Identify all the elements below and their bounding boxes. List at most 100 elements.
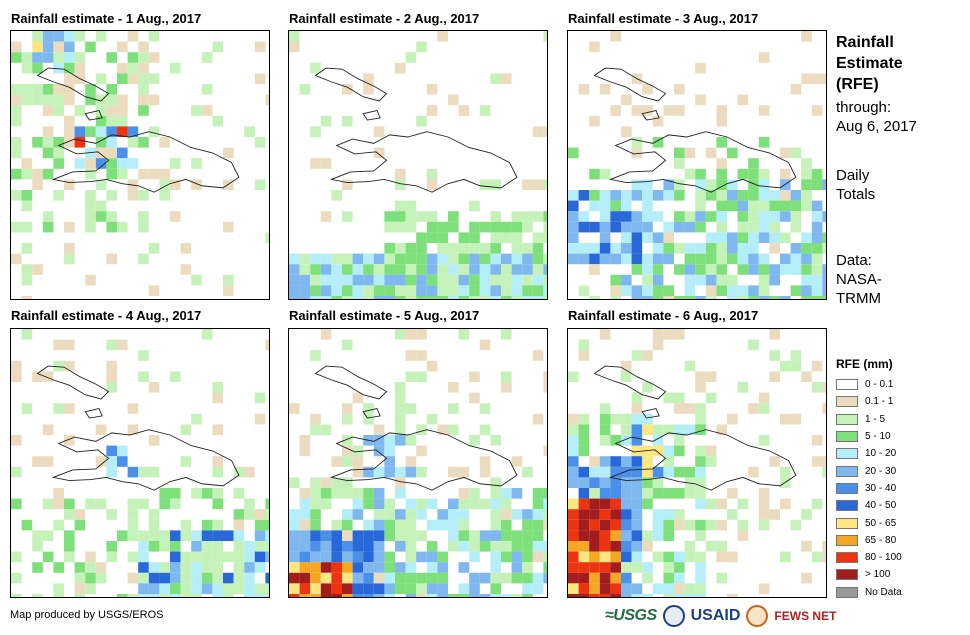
rainfall-cell [138,221,149,233]
rainfall-cell [32,52,43,63]
rainfall-cell [265,94,269,106]
rainfall-cell [363,498,374,510]
rainfall-cell [663,190,674,201]
rainfall-cell [223,285,234,296]
rainfall-cell [811,382,823,393]
legend-swatch [836,379,858,391]
rainfall-cell [674,221,685,233]
rainfall-cell [426,562,438,573]
rainfall-cell [716,190,727,201]
rainfall-cell [148,583,160,594]
rainfall-cell [74,62,86,74]
rainfall-cell [320,424,332,435]
rainfall-cell [384,243,395,254]
rainfall-cell [790,413,802,425]
rainfall-cell [448,403,459,414]
rainfall-cell [589,498,600,510]
rainfall-cell [501,541,512,552]
rainfall-cell [589,221,600,233]
rainfall-cell [479,179,491,190]
rainfall-cell [490,211,501,222]
rainfall-cell [695,445,706,457]
rainfall-cell [748,221,759,233]
rainfall-cell [201,519,213,531]
rainfall-cell [11,94,22,106]
rainfall-cell [642,221,653,233]
rainfall-cell [511,594,523,597]
rainfall-cell [727,551,738,563]
rainfall-cell [695,253,706,265]
rainfall-cell [458,296,470,299]
rainfall-cell [170,158,181,169]
rainfall-cell [138,551,149,563]
rainfall-cell [578,445,590,457]
rainfall-cell [74,519,86,531]
rainfall-cell [532,413,544,425]
rainfall-cell [21,274,33,286]
rainfall-cell [310,126,321,137]
rainfall-cell [780,413,791,425]
rainfall-cell [469,200,480,212]
rainfall-cell [11,147,22,159]
rainfall-cell [621,498,632,510]
rainfall-cell [811,456,823,467]
rainfall-cell [458,562,470,573]
rainfall-cell [373,126,385,137]
rainfall-cell [201,572,213,584]
rainfall-cell [342,264,353,275]
rainfall-cell [674,572,685,584]
rainfall-cell [589,456,600,467]
rainfall-cell [610,498,621,510]
rainfall-cell [331,296,342,299]
rainfall-cell [310,158,321,169]
rainfall-cell [695,221,706,233]
rainfall-cell [737,211,749,222]
rainfall-cell [310,562,321,573]
rainfall-cell [811,551,823,563]
rainfall-cell [352,296,364,299]
rainfall-cell [42,126,54,137]
rainfall-cell [405,371,417,382]
rainfall-cell [64,41,75,53]
rainfall-cell [106,115,117,127]
daily-totals-block: Daily Totals [836,166,875,204]
rainfall-cell [479,253,491,265]
rainfall-cell [663,285,674,296]
rainfall-cell [42,168,54,180]
rainfall-cell [532,509,544,520]
rainfall-cell [578,466,590,478]
rainfall-cell [458,105,470,116]
daily-line: Daily [836,167,870,184]
rainfall-cell [53,594,64,597]
rainfall-cell [458,285,470,296]
rainfall-cell [716,498,727,510]
rainfall-cell [522,530,533,541]
rainfall-cell [395,403,406,414]
legend-swatch [836,534,858,546]
legend-row: 20 - 30 [836,462,902,479]
rainfall-cell [373,572,385,584]
rainfall-cell [822,285,826,296]
rainfall-cell [642,253,653,265]
coastline-outline [84,407,103,419]
rainfall-cell [610,211,621,222]
rainfall-cell [727,190,738,201]
rainfall-cell [384,530,395,541]
rainfall-cell [106,168,117,180]
rainfall-cell [469,296,480,299]
rainfall-cell [674,594,685,597]
coastline-outline [36,365,110,400]
rainfall-cell [589,243,600,254]
rainfall-cell [695,498,706,510]
rainfall-cell [610,509,621,520]
rainfall-cell [159,562,170,573]
rainfall-cell [117,147,128,159]
rainfall-cell [621,424,632,435]
rainfall-cell [716,519,727,531]
rainfall-cell [490,530,501,541]
rainfall-cell [748,168,759,180]
rainfall-cell [716,572,727,584]
rainfall-cell [599,498,611,510]
rainfall-cell [631,243,643,254]
rainfall-cell [170,551,181,563]
